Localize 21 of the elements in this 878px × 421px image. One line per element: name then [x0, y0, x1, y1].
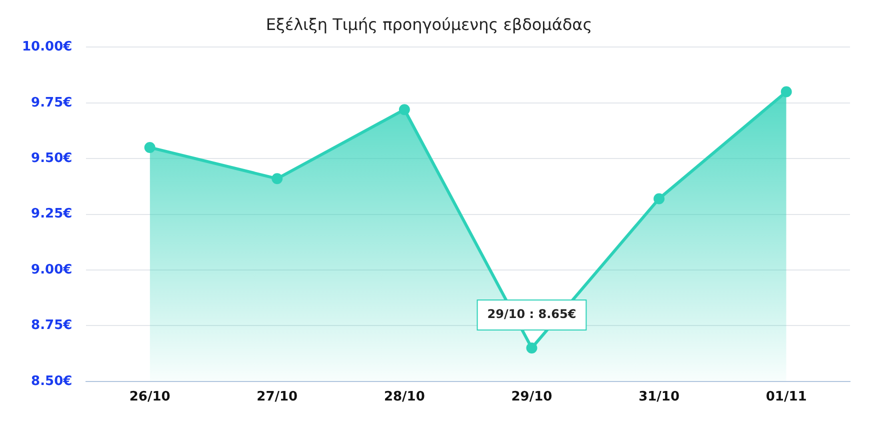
x-tick-label: 01/11 [766, 390, 807, 405]
point [144, 142, 156, 153]
y-tick-label: 8.50€ [31, 374, 72, 389]
point [398, 104, 410, 116]
x-tick-label: 28/10 [384, 390, 425, 405]
x-tick-label: 27/10 [256, 390, 298, 405]
y-tick-label: 9.50€ [31, 150, 72, 166]
y-tick-label: 10.00€ [22, 40, 72, 55]
point [526, 342, 538, 354]
x-tick-label: 29/10 [511, 390, 552, 405]
chart-title: Εξέλιξη Τιμής προηγούμενης εβδομάδας [266, 14, 592, 34]
point [780, 86, 792, 98]
y-tick-label: 9.25€ [31, 206, 72, 222]
y-tick-label: 9.75€ [31, 95, 72, 110]
y-tick-label: 9.00€ [31, 262, 72, 278]
y-tick-label: 8.75€ [31, 318, 72, 334]
x-tick-label: 31/10 [638, 390, 680, 405]
point [654, 193, 665, 204]
x-tick-label: 26/10 [129, 390, 170, 405]
point [272, 173, 283, 184]
annotation: 29/10 : 8.65€ [487, 307, 576, 322]
